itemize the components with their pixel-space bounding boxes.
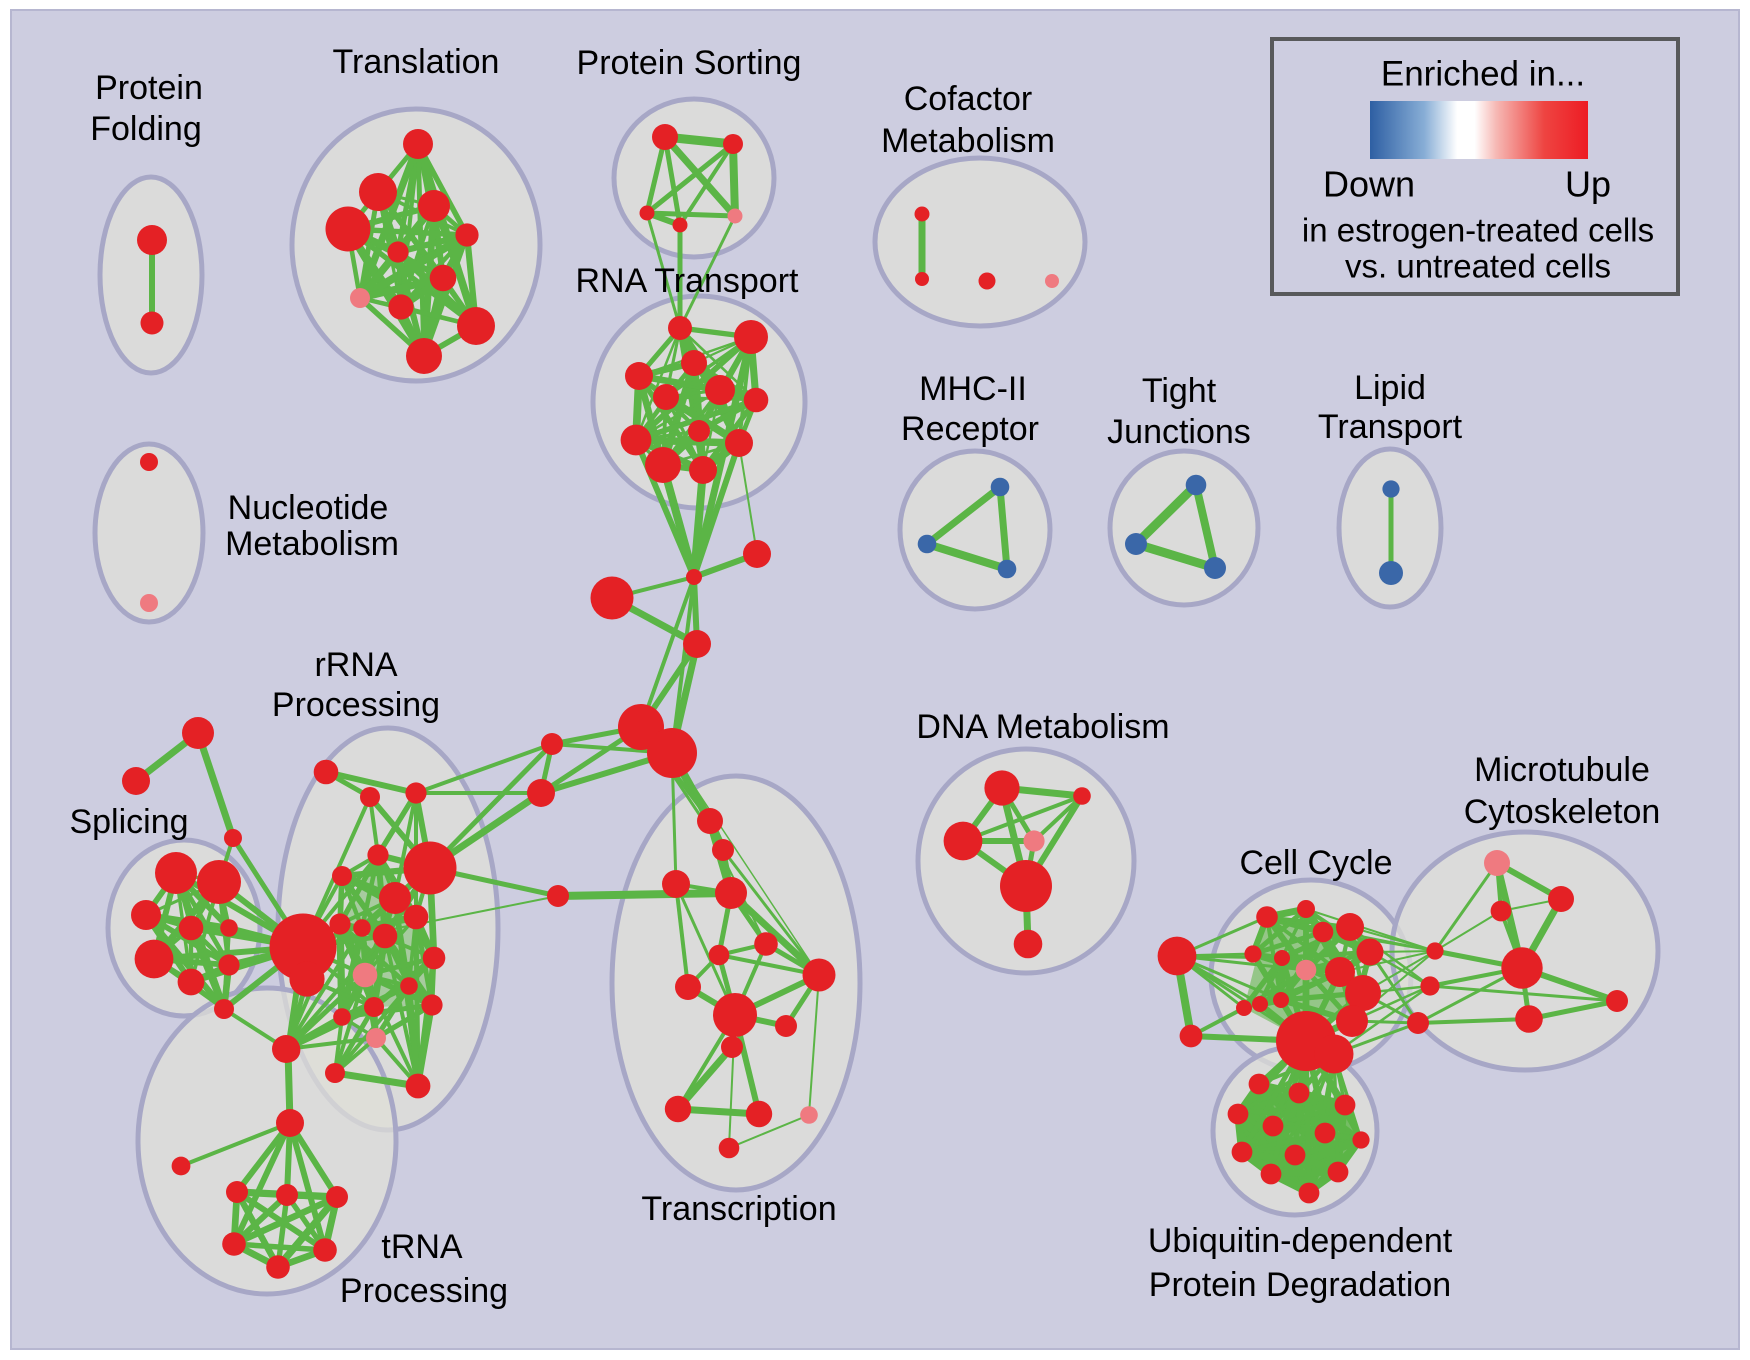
svg-text:Cell Cycle: Cell Cycle [1239, 844, 1392, 882]
svg-text:DNA Metabolism: DNA Metabolism [916, 708, 1169, 746]
svg-text:Folding: Folding [90, 110, 202, 148]
svg-text:Receptor: Receptor [901, 410, 1039, 448]
svg-text:tRNA: tRNA [381, 1228, 463, 1266]
svg-text:Protein Degradation: Protein Degradation [1149, 1266, 1451, 1304]
svg-text:Metabolism: Metabolism [225, 525, 399, 563]
svg-text:Up: Up [1565, 164, 1611, 205]
svg-text:Nucleotide: Nucleotide [228, 489, 389, 527]
svg-text:Ubiquitin-dependent: Ubiquitin-dependent [1148, 1222, 1453, 1260]
svg-text:Protein Sorting: Protein Sorting [577, 44, 802, 82]
svg-text:Junctions: Junctions [1107, 413, 1251, 451]
svg-text:Processing: Processing [272, 686, 440, 724]
svg-text:Protein: Protein [95, 69, 203, 107]
svg-text:Tight: Tight [1142, 372, 1217, 410]
svg-text:Metabolism: Metabolism [881, 122, 1055, 160]
svg-text:Splicing: Splicing [69, 803, 188, 841]
svg-text:rRNA: rRNA [314, 646, 397, 684]
svg-text:Cofactor: Cofactor [904, 80, 1033, 118]
svg-text:MHC-II: MHC-II [919, 370, 1027, 408]
svg-text:in estrogen-treated cells: in estrogen-treated cells [1302, 212, 1654, 249]
svg-text:Microtubule: Microtubule [1474, 751, 1650, 789]
svg-text:Processing: Processing [340, 1272, 508, 1310]
svg-text:Enriched in...: Enriched in... [1381, 55, 1585, 94]
svg-text:Transport: Transport [1318, 408, 1463, 446]
svg-text:Translation: Translation [333, 43, 500, 81]
svg-text:Transcription: Transcription [641, 1190, 836, 1228]
svg-text:Down: Down [1323, 164, 1415, 205]
svg-text:Lipid: Lipid [1354, 369, 1426, 407]
svg-text:Cytoskeleton: Cytoskeleton [1464, 793, 1661, 831]
svg-text:vs. untreated cells: vs. untreated cells [1345, 248, 1611, 285]
svg-text:RNA Transport: RNA Transport [576, 262, 800, 300]
